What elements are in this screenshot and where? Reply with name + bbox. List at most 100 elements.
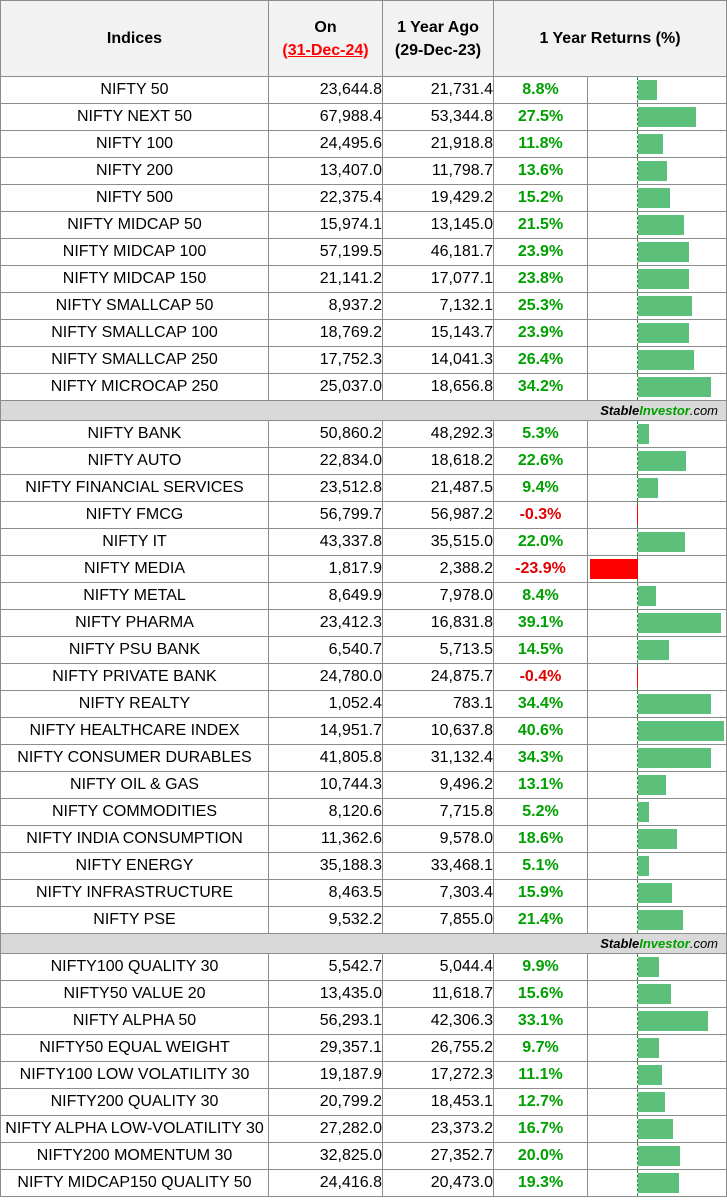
bar-axis	[637, 1089, 638, 1115]
index-name: NIFTY MIDCAP150 QUALITY 50	[0, 1169, 269, 1197]
value-on: 57,199.5	[268, 238, 383, 266]
value-year-ago: 46,181.7	[382, 238, 494, 266]
value-year-ago: 2,388.2	[382, 555, 494, 583]
value-on: 24,780.0	[268, 663, 383, 691]
return-bar-cell	[587, 953, 727, 981]
value-year-ago: 11,618.7	[382, 980, 494, 1008]
value-year-ago: 13,145.0	[382, 211, 494, 239]
return-percent: 33.1%	[493, 1007, 588, 1035]
return-percent: 19.3%	[493, 1169, 588, 1197]
bar-axis	[637, 475, 638, 501]
value-year-ago: 11,798.7	[382, 157, 494, 185]
return-bar-cell	[587, 346, 727, 374]
return-percent: 14.5%	[493, 636, 588, 664]
table-row: NIFTY INFRASTRUCTURE 8,463.5 7,303.4 15.9%	[0, 879, 727, 907]
table-row: NIFTY HEALTHCARE INDEX 14,951.7 10,637.8 40…	[0, 717, 727, 745]
index-name: NIFTY PHARMA	[0, 609, 269, 637]
return-percent: 23.8%	[493, 265, 588, 293]
index-name: NIFTY NEXT 50	[0, 103, 269, 131]
table-row: NIFTY INDIA CONSUMPTION 11,362.6 9,578.0 18…	[0, 825, 727, 853]
value-on: 1,817.9	[268, 555, 383, 583]
bar-axis	[637, 853, 638, 879]
return-bar-cell	[587, 528, 727, 556]
index-name: NIFTY MIDCAP 150	[0, 265, 269, 293]
return-percent: 9.7%	[493, 1034, 588, 1062]
return-bar	[638, 1119, 673, 1139]
return-bar	[638, 748, 711, 768]
bar-axis	[637, 799, 638, 825]
bar-axis	[637, 1062, 638, 1088]
value-on: 23,512.8	[268, 474, 383, 502]
bar-axis	[637, 185, 638, 211]
return-bar-cell	[587, 555, 727, 583]
return-bar-cell	[587, 319, 727, 347]
index-name: NIFTY FINANCIAL SERVICES	[0, 474, 269, 502]
value-on: 22,375.4	[268, 184, 383, 212]
index-name: NIFTY INDIA CONSUMPTION	[0, 825, 269, 853]
index-name: NIFTY MEDIA	[0, 555, 269, 583]
return-percent: 40.6%	[493, 717, 588, 745]
return-percent: 13.1%	[493, 771, 588, 799]
index-name: NIFTY AUTO	[0, 447, 269, 475]
return-percent: 21.5%	[493, 211, 588, 239]
return-bar-cell	[587, 636, 727, 664]
value-on: 8,463.5	[268, 879, 383, 907]
index-name: NIFTY OIL & GAS	[0, 771, 269, 799]
return-bar-cell	[587, 103, 727, 131]
return-percent: 34.3%	[493, 744, 588, 772]
table-row: NIFTY MIDCAP 150 21,141.2 17,077.1 23.8%	[0, 265, 727, 293]
header-on: On (31-Dec-24)	[268, 0, 383, 77]
return-bar	[638, 775, 666, 795]
table-row: NIFTY PSE 9,532.2 7,855.0 21.4%	[0, 906, 727, 934]
value-on: 8,649.9	[268, 582, 383, 610]
index-name: NIFTY 100	[0, 130, 269, 158]
bar-axis	[637, 745, 638, 771]
return-bar-cell	[587, 420, 727, 448]
brand-part-com: .com	[689, 403, 718, 418]
header-on-date: (31-Dec-24)	[282, 41, 369, 59]
return-bar	[638, 856, 649, 876]
bar-axis	[637, 583, 638, 609]
return-bar	[638, 957, 659, 977]
return-bar-cell	[587, 1115, 727, 1143]
value-year-ago: 5,044.4	[382, 953, 494, 981]
table-row: NIFTY 500 22,375.4 19,429.2 15.2%	[0, 184, 727, 212]
return-bar	[638, 424, 649, 444]
return-bar-cell	[587, 609, 727, 637]
index-name: NIFTY ALPHA LOW-VOLATILITY 30	[0, 1115, 269, 1143]
index-name: NIFTY PSE	[0, 906, 269, 934]
return-bar	[638, 802, 649, 822]
table-row: NIFTY200 MOMENTUM 30 32,825.0 27,352.7 20.0…	[0, 1142, 727, 1170]
return-bar-cell	[587, 211, 727, 239]
bar-axis	[637, 77, 638, 103]
bar-axis	[637, 1035, 638, 1061]
table-row: NIFTY BANK 50,860.2 48,292.3 5.3%	[0, 420, 727, 448]
value-year-ago: 53,344.8	[382, 103, 494, 131]
value-on: 9,532.2	[268, 906, 383, 934]
value-year-ago: 17,077.1	[382, 265, 494, 293]
value-on: 56,799.7	[268, 501, 383, 529]
value-year-ago: 26,755.2	[382, 1034, 494, 1062]
return-percent: -0.4%	[493, 663, 588, 691]
brand-separator-row: StableInvestor.com	[0, 933, 727, 954]
index-name: NIFTY 500	[0, 184, 269, 212]
value-on: 50,860.2	[268, 420, 383, 448]
value-year-ago: 18,618.2	[382, 447, 494, 475]
return-percent: 22.6%	[493, 447, 588, 475]
table-row: NIFTY SMALLCAP 100 18,769.2 15,143.7 23.9%	[0, 319, 727, 347]
value-on: 27,282.0	[268, 1115, 383, 1143]
return-bar	[638, 296, 692, 316]
return-bar-cell	[587, 690, 727, 718]
table-row: NIFTY AUTO 22,834.0 18,618.2 22.6%	[0, 447, 727, 475]
header-on-label: On	[314, 18, 337, 36]
value-year-ago: 15,143.7	[382, 319, 494, 347]
value-year-ago: 16,831.8	[382, 609, 494, 637]
value-year-ago: 42,306.3	[382, 1007, 494, 1035]
table-row: NIFTY 100 24,495.6 21,918.8 11.8%	[0, 130, 727, 158]
return-percent: 16.7%	[493, 1115, 588, 1143]
value-on: 20,799.2	[268, 1088, 383, 1116]
value-on: 32,825.0	[268, 1142, 383, 1170]
table-body: NIFTY 50 23,644.8 21,731.4 8.8% NIFTY NEXT 5…	[0, 76, 727, 1197]
return-percent: 8.8%	[493, 76, 588, 104]
value-year-ago: 19,429.2	[382, 184, 494, 212]
